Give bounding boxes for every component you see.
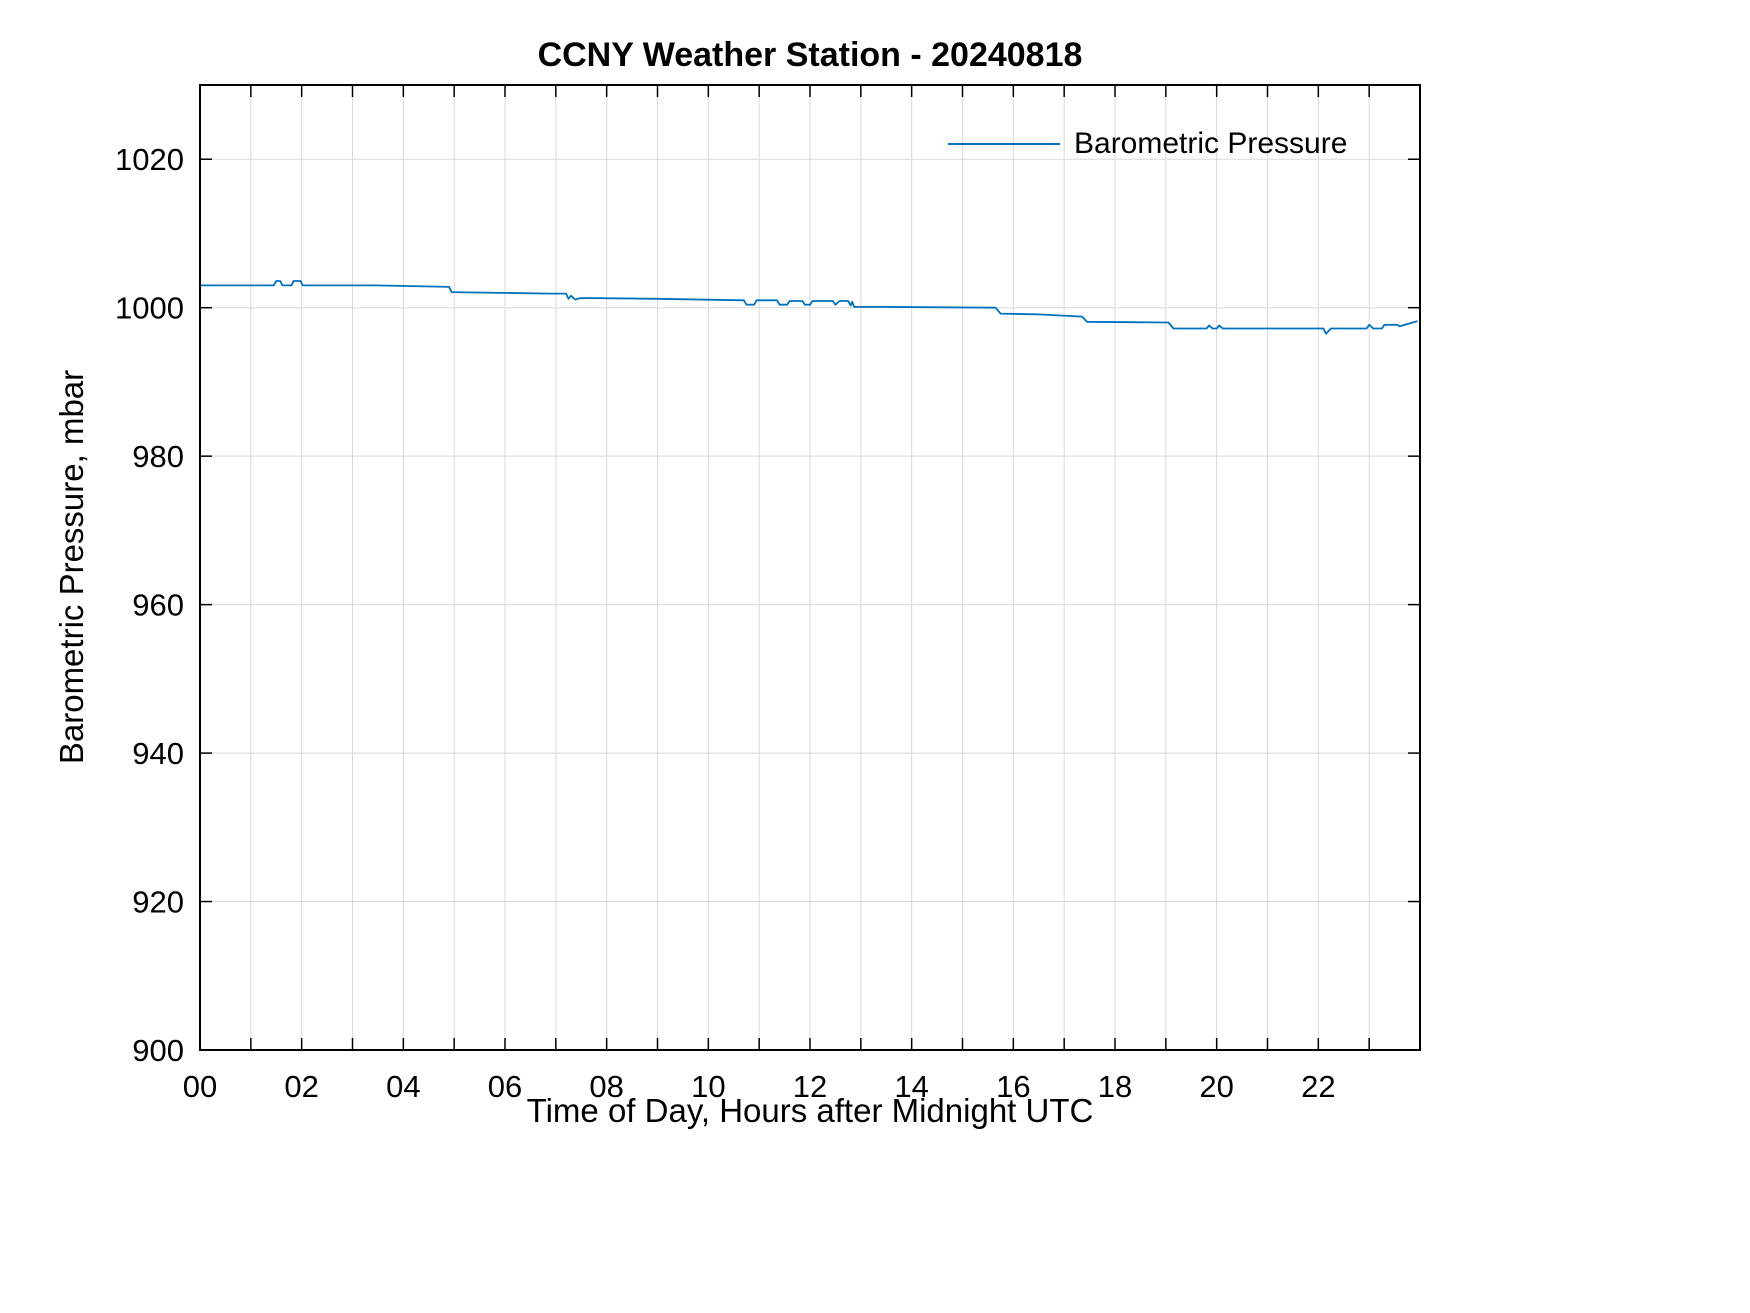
y-tick-label: 940 <box>132 736 184 771</box>
x-tick-label: 10 <box>691 1069 725 1104</box>
x-tick-label: 06 <box>488 1069 522 1104</box>
x-tick-label: 08 <box>589 1069 623 1104</box>
x-tick-label: 18 <box>1098 1069 1132 1104</box>
y-axis-label: Barometric Pressure, mbar <box>53 369 90 765</box>
legend-label: Barometric Pressure <box>1074 127 1348 160</box>
y-tick-label: 900 <box>132 1033 184 1068</box>
x-tick-label: 20 <box>1199 1069 1233 1104</box>
y-tick-label: 920 <box>132 885 184 920</box>
y-tick-label: 960 <box>132 588 184 623</box>
y-tick-label: 980 <box>132 439 184 474</box>
x-axis-label: Time of Day, Hours after Midnight UTC <box>526 1092 1094 1129</box>
x-tick-label: 00 <box>183 1069 217 1104</box>
x-tick-label: 22 <box>1301 1069 1335 1104</box>
legend: Barometric Pressure <box>948 127 1347 161</box>
x-tick-label: 16 <box>996 1069 1030 1104</box>
x-tick-label: 14 <box>894 1069 928 1104</box>
x-tick-label: 12 <box>793 1069 827 1104</box>
legend-line-sample <box>948 143 1060 145</box>
chart-title: CCNY Weather Station - 20240818 <box>537 36 1083 74</box>
y-tick-label: 1020 <box>115 142 184 177</box>
x-tick-label: 02 <box>284 1069 318 1104</box>
x-tick-label: 04 <box>386 1069 420 1104</box>
y-tick-label: 1000 <box>115 291 184 326</box>
